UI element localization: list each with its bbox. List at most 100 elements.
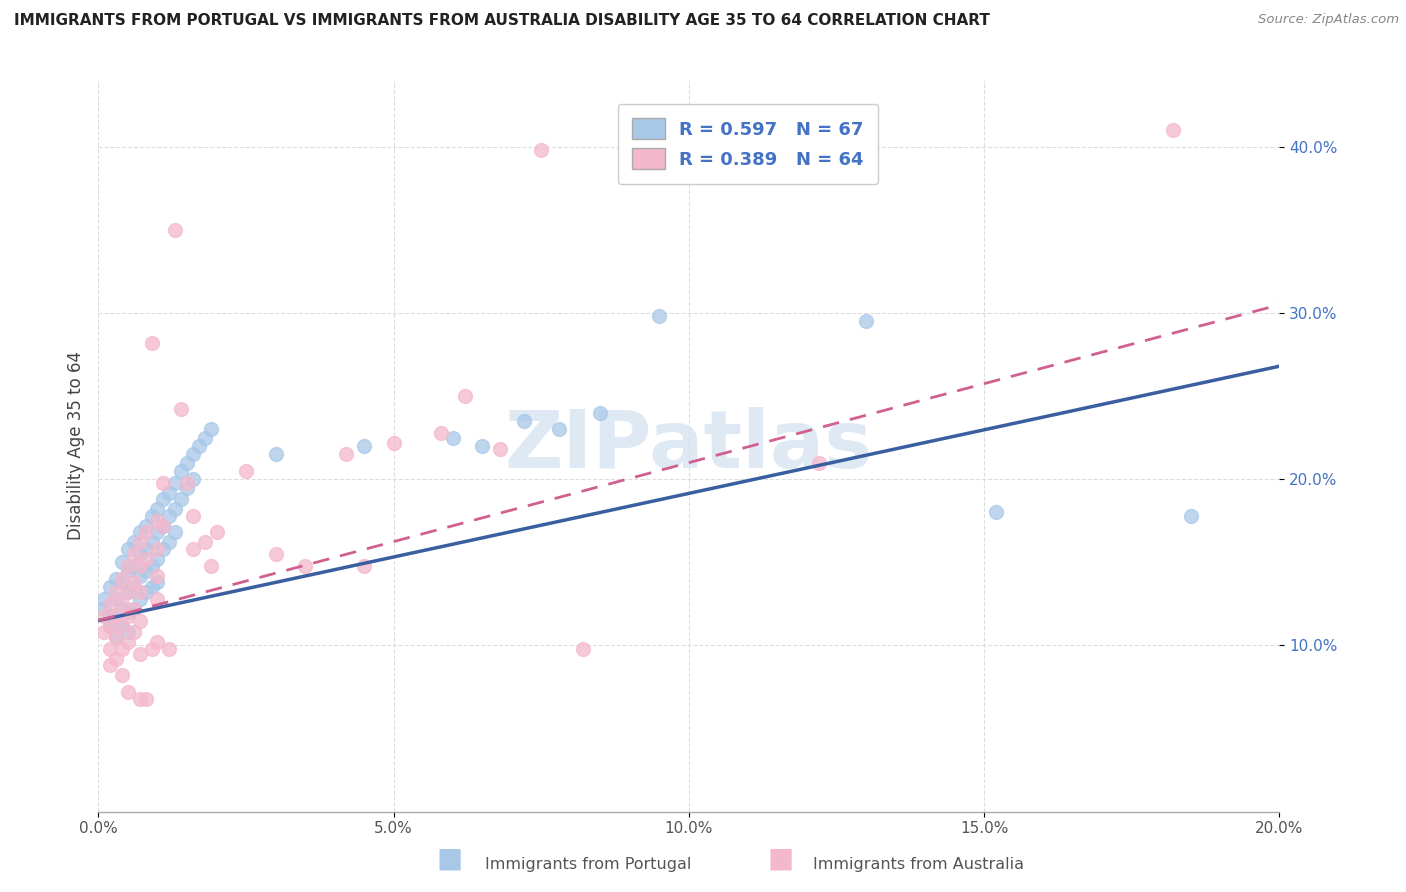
Point bbox=[111, 575, 134, 590]
Point bbox=[105, 585, 128, 599]
Point bbox=[152, 518, 174, 533]
Point bbox=[165, 525, 187, 540]
Text: ■: ■ bbox=[768, 845, 793, 872]
Point bbox=[117, 558, 139, 573]
Point bbox=[200, 422, 222, 436]
Point bbox=[117, 564, 139, 578]
Point bbox=[152, 542, 174, 557]
Point bbox=[117, 605, 139, 619]
Point bbox=[170, 464, 193, 478]
Point bbox=[152, 518, 174, 533]
Point bbox=[117, 585, 139, 599]
Point bbox=[146, 591, 169, 606]
Point bbox=[176, 475, 198, 490]
Point bbox=[146, 552, 169, 566]
Point bbox=[105, 572, 128, 586]
Point bbox=[122, 580, 145, 594]
Point bbox=[111, 618, 134, 632]
Point bbox=[98, 608, 121, 623]
Point bbox=[111, 668, 134, 682]
Point bbox=[122, 625, 145, 640]
Point bbox=[187, 439, 209, 453]
Point bbox=[105, 652, 128, 666]
Point bbox=[648, 310, 671, 324]
Point bbox=[335, 447, 357, 461]
Point bbox=[111, 618, 134, 632]
Point bbox=[128, 535, 150, 549]
Point bbox=[146, 542, 169, 557]
Point bbox=[135, 542, 157, 557]
Point bbox=[141, 535, 163, 549]
Point bbox=[512, 414, 534, 428]
Point bbox=[141, 558, 163, 573]
Point bbox=[264, 547, 287, 561]
Point bbox=[128, 547, 150, 561]
Point bbox=[93, 591, 115, 606]
Point bbox=[111, 597, 134, 611]
Point bbox=[128, 591, 150, 606]
Point bbox=[111, 572, 134, 586]
Legend: R = 0.597   N = 67, R = 0.389   N = 64: R = 0.597 N = 67, R = 0.389 N = 64 bbox=[617, 104, 879, 184]
Point bbox=[128, 558, 150, 573]
Point bbox=[181, 542, 204, 557]
Point bbox=[117, 635, 139, 649]
Point bbox=[176, 481, 198, 495]
Point bbox=[122, 547, 145, 561]
Point bbox=[571, 641, 593, 656]
Point bbox=[128, 647, 150, 661]
Point bbox=[530, 143, 553, 157]
Point bbox=[264, 447, 287, 461]
Point bbox=[98, 597, 121, 611]
Text: ■: ■ bbox=[437, 845, 463, 872]
Point bbox=[98, 580, 121, 594]
Point bbox=[93, 608, 115, 623]
Point bbox=[441, 431, 464, 445]
Point bbox=[105, 630, 128, 644]
Point bbox=[471, 439, 494, 453]
Point bbox=[117, 542, 139, 557]
Point bbox=[93, 625, 115, 640]
Point bbox=[353, 439, 375, 453]
Point bbox=[135, 564, 157, 578]
Point bbox=[105, 591, 128, 606]
Point bbox=[135, 525, 157, 540]
Point bbox=[1180, 508, 1202, 523]
Point bbox=[135, 552, 157, 566]
Point bbox=[152, 475, 174, 490]
Point bbox=[98, 618, 121, 632]
Point bbox=[111, 641, 134, 656]
Point bbox=[589, 406, 612, 420]
Text: ZIPatlas: ZIPatlas bbox=[505, 407, 873, 485]
Point bbox=[294, 558, 316, 573]
Point bbox=[194, 535, 217, 549]
Point bbox=[135, 518, 157, 533]
Point bbox=[111, 602, 134, 616]
Point bbox=[235, 464, 257, 478]
Point bbox=[157, 485, 180, 500]
Point bbox=[122, 602, 145, 616]
Point bbox=[117, 585, 139, 599]
Point bbox=[146, 502, 169, 516]
Point bbox=[117, 685, 139, 699]
Point bbox=[984, 506, 1007, 520]
Point bbox=[170, 402, 193, 417]
Point bbox=[98, 618, 121, 632]
Point bbox=[141, 335, 163, 350]
Point bbox=[135, 691, 157, 706]
Point bbox=[141, 508, 163, 523]
Point bbox=[117, 625, 139, 640]
Point bbox=[146, 568, 169, 582]
Point bbox=[93, 602, 115, 616]
Point bbox=[807, 456, 830, 470]
Point bbox=[353, 558, 375, 573]
Point bbox=[152, 492, 174, 507]
Point bbox=[98, 658, 121, 673]
Point bbox=[135, 585, 157, 599]
Point bbox=[122, 558, 145, 573]
Point bbox=[146, 635, 169, 649]
Point bbox=[194, 431, 217, 445]
Point bbox=[128, 568, 150, 582]
Point bbox=[141, 580, 163, 594]
Point bbox=[1161, 123, 1184, 137]
Point bbox=[128, 614, 150, 628]
